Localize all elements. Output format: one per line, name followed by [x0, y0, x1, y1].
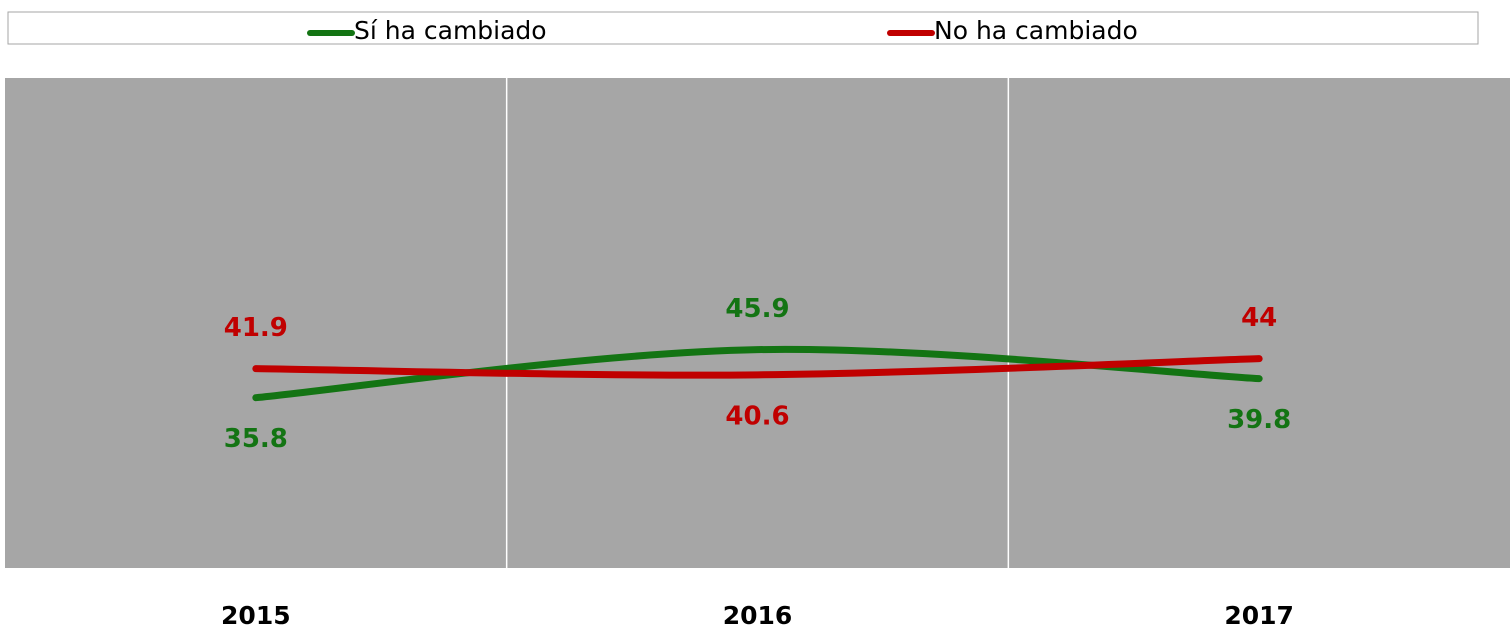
legend-box: [7, 11, 1479, 45]
legend-label: No ha cambiado: [934, 16, 1138, 45]
series-line: [252, 355, 1263, 379]
data-label: 40.6: [725, 401, 789, 431]
x-tick-label: 2016: [723, 601, 793, 630]
data-label: 41.9: [224, 313, 288, 343]
legend-label: Sí ha cambiado: [354, 16, 547, 45]
data-label: 45.9: [725, 294, 789, 324]
data-label: 39.8: [1227, 405, 1291, 435]
plot-area: [5, 78, 1510, 568]
series-line: [252, 345, 1263, 402]
data-label: 44: [1241, 303, 1277, 333]
x-tick-label: 2017: [1224, 601, 1294, 630]
data-label: 35.8: [224, 424, 288, 454]
x-tick-label: 2015: [221, 601, 291, 630]
